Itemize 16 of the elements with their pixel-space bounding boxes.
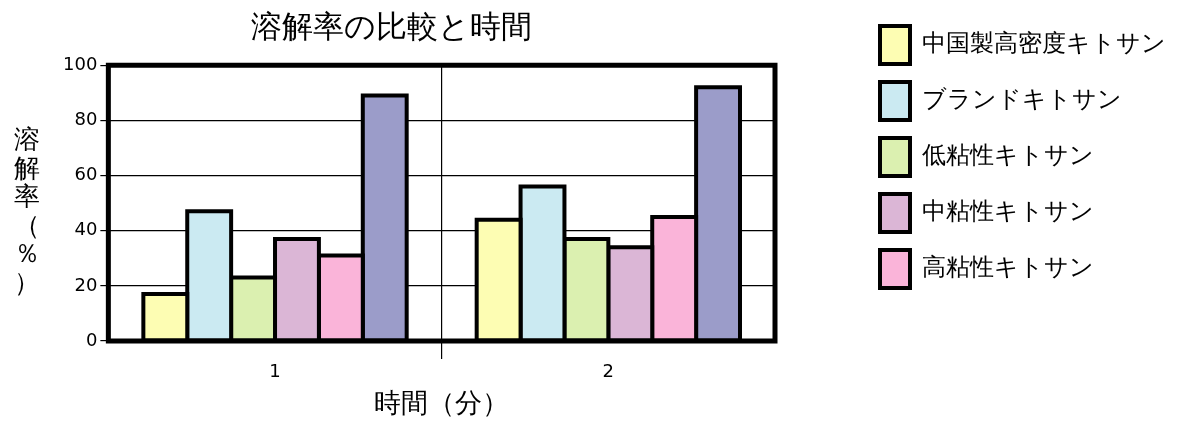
legend-label: 低粘性キトサン [922, 141, 1094, 170]
y-axis-title: 溶解率（％） [14, 124, 40, 298]
x-axis-title: 時間（分） [374, 386, 510, 418]
y-tick-label: 80 [74, 108, 98, 130]
legend-label: 中粘性キトサン [922, 197, 1094, 226]
y-tick-label: 0 [85, 328, 98, 350]
y-tick-label: 100 [63, 52, 98, 74]
chart-title: 溶解率の比較と時間 [251, 7, 532, 44]
legend-label: 高粘性キトサン [922, 253, 1094, 282]
legend-label: 中国製高密度キトサン [922, 29, 1166, 58]
y-tick-label: 60 [74, 163, 98, 185]
y-tick-label: 20 [74, 273, 98, 295]
y-tick-label: 40 [74, 218, 98, 240]
x-tick-label: 1 [269, 360, 281, 382]
x-tick-label: 2 [602, 360, 615, 382]
legend-label: ブランドキトサン [922, 85, 1122, 114]
